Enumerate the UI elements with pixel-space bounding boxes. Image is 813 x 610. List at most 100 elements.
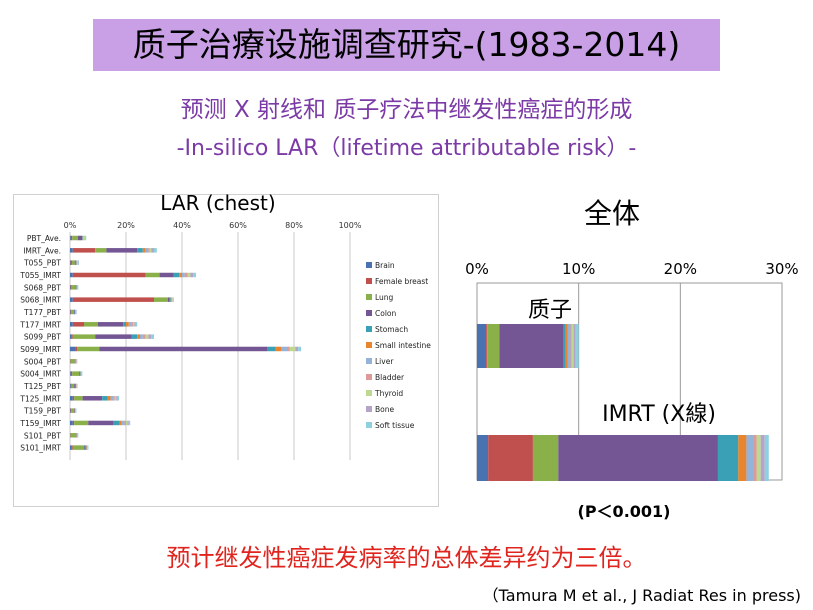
page-title: 质子治療设施调查研究-(1983-2014) xyxy=(132,25,681,64)
bar-segment-female-breast xyxy=(488,435,533,481)
bar-segment-liver xyxy=(746,435,754,481)
bar-segment-female-breast xyxy=(72,297,154,302)
bar-segment-stomach xyxy=(102,396,108,401)
bar-segment-bone xyxy=(127,420,129,426)
category-label: S099_PBT xyxy=(24,333,61,342)
bar-segment-female-breast xyxy=(70,383,72,389)
bar-segment-stomach xyxy=(113,420,119,426)
legend-swatch-brain xyxy=(366,262,372,268)
bar-segment-brain xyxy=(70,371,71,376)
title-banner xyxy=(93,19,720,71)
bar-segment-soft-tissue xyxy=(85,235,87,241)
bar-segment-bone xyxy=(134,322,136,327)
bar-segment-brain xyxy=(70,285,71,290)
bar-segment-small-intestine xyxy=(85,445,87,450)
legend-swatch-colon xyxy=(366,310,372,316)
legend-label: Female breast xyxy=(375,277,428,286)
bar-segment-brain xyxy=(70,445,72,450)
bar-segment-small-intestine xyxy=(170,297,172,302)
bar-segment-colon xyxy=(159,272,174,278)
bar-segment-liver xyxy=(171,297,172,302)
bar-segment-bone xyxy=(116,396,118,401)
bar-segment-stomach xyxy=(80,371,81,376)
bar-segment-liver xyxy=(128,322,132,327)
category-label: T055_IMRT xyxy=(19,271,61,280)
bar-segment-soft-tissue xyxy=(128,420,131,426)
x-tick-label: 0% xyxy=(64,221,77,230)
bar-segment-bone xyxy=(190,272,194,278)
bar-segment-colon xyxy=(95,334,132,339)
bar-segment-lung xyxy=(154,297,168,302)
category-label: S101_IMRT xyxy=(20,444,61,453)
legend-swatch-small-intestine xyxy=(366,342,372,348)
bar-segment-soft-tissue xyxy=(154,248,157,253)
bar-segment-small-intestine xyxy=(275,346,282,352)
x-tick-label: 40% xyxy=(173,221,191,230)
bar-segment-lung xyxy=(532,435,559,481)
bar-segment-colon xyxy=(99,346,268,352)
bar-segment-small-intestine xyxy=(179,272,182,278)
x-tick-label: 60% xyxy=(229,221,247,230)
bar-segment-bladder xyxy=(287,346,290,352)
bar-segment-female-breast xyxy=(72,396,75,401)
bar-segment-colon xyxy=(82,396,103,401)
bar-segment-colon xyxy=(77,235,83,241)
legend-swatch-lung xyxy=(366,294,372,300)
bar-segment-thyroid xyxy=(114,396,117,401)
bar-segment-thyroid xyxy=(172,297,173,302)
bar-segment-colon xyxy=(75,285,77,290)
bar-segment-small-intestine xyxy=(119,420,122,426)
conclusion-text: 预计继发性癌症发病率的总体差异约为三倍。 xyxy=(166,544,647,572)
bar-segment-colon xyxy=(73,408,75,413)
bar-segment-lung xyxy=(71,285,76,290)
bar-segment-female-breast xyxy=(70,235,73,241)
category-label: T055_PBT xyxy=(23,259,61,268)
bar-segment-female-breast xyxy=(486,324,488,368)
bar-segment-soft-tissue xyxy=(135,322,138,327)
bar-segment-soft-tissue xyxy=(117,396,119,401)
category-label: T177_PBT xyxy=(23,308,61,317)
bar-segment-lung xyxy=(487,324,500,368)
bar-segment-soft-tissue xyxy=(151,334,154,339)
category-label: S068_PBT xyxy=(24,283,61,292)
legend-swatch-bladder xyxy=(366,374,372,380)
p-value-annotation: (P＜0.001) xyxy=(578,502,671,521)
bar-segment-lung xyxy=(70,433,77,438)
x-tick-label: 100% xyxy=(339,221,362,230)
legend-swatch-soft-tissue xyxy=(366,422,372,428)
bar-segment-female-breast xyxy=(70,408,72,413)
bar-segment-small-intestine xyxy=(137,334,140,339)
bar-segment-lung xyxy=(72,235,78,241)
bar-segment-female-breast xyxy=(70,285,72,290)
bar-segment-lung xyxy=(77,346,100,352)
category-label: T159_PBT xyxy=(23,407,61,416)
bar-segment-bone xyxy=(85,235,86,241)
bar-segment-female-breast xyxy=(72,420,75,426)
bar-segment-lung xyxy=(95,248,107,253)
chart-title: LAR (chest) xyxy=(160,194,275,215)
legend-label: Stomach xyxy=(375,325,408,334)
bar-segment-stomach xyxy=(123,322,126,327)
bar-segment-brain xyxy=(477,435,489,481)
bar-segment-female-breast xyxy=(71,445,73,450)
bar-segment-lung xyxy=(72,334,96,339)
x-tick-label: 0% xyxy=(465,260,489,278)
bar-segment-soft-tissue xyxy=(298,346,301,352)
bar-segment-liver xyxy=(86,445,88,450)
bar-segment-liver xyxy=(76,260,77,265)
bar-segment-liver xyxy=(110,396,114,401)
bar-segment-stomach xyxy=(76,285,77,290)
category-label: S101_PBT xyxy=(24,431,61,440)
bar-segment-thyroid xyxy=(133,322,135,327)
category-label: T125_IMRT xyxy=(19,394,61,403)
bar-segment-bladder xyxy=(184,272,188,278)
bar-segment-brain xyxy=(70,260,71,265)
bar-segment-thyroid xyxy=(87,445,88,450)
bar-segment-small-intestine xyxy=(126,322,129,327)
category-label: 质子 xyxy=(528,298,572,323)
bar-segment-lung xyxy=(84,322,98,327)
bar-segment-brain xyxy=(70,408,71,413)
legend-swatch-liver xyxy=(366,358,372,364)
bar-segment-lung xyxy=(71,383,75,389)
bar-segment-bone xyxy=(151,248,154,253)
